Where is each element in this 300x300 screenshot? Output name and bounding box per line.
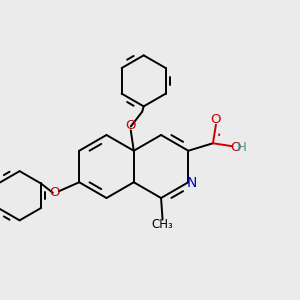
Text: O: O — [230, 141, 240, 154]
Text: N: N — [187, 176, 197, 190]
Text: O: O — [50, 186, 60, 199]
Text: H: H — [236, 141, 246, 154]
Text: O: O — [125, 119, 136, 132]
Text: CH₃: CH₃ — [152, 218, 173, 232]
Text: O: O — [211, 113, 221, 126]
